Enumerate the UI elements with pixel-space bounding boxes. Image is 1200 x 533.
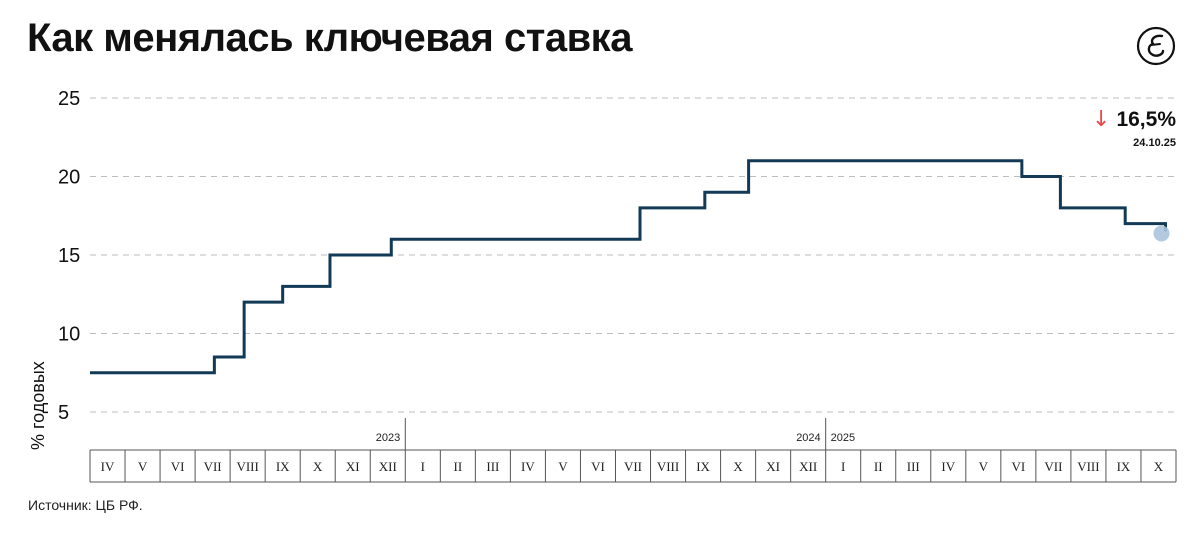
x-tick-label: IX bbox=[276, 459, 290, 474]
year-label: 2023 bbox=[376, 432, 400, 444]
y-axis-label: % годовых bbox=[28, 361, 48, 450]
x-tick-label: X bbox=[313, 459, 323, 474]
grid-lines bbox=[90, 97, 1176, 413]
x-tick-label: V bbox=[558, 459, 568, 474]
x-tick-label: I bbox=[841, 459, 845, 474]
y-tick-label: 20 bbox=[58, 167, 80, 189]
x-tick-label: IV bbox=[101, 459, 115, 474]
x-tick-label: I bbox=[421, 459, 425, 474]
x-tick-label: VI bbox=[1011, 459, 1025, 474]
x-tick-label: X bbox=[1154, 459, 1164, 474]
x-tick-label: VIII bbox=[236, 459, 258, 474]
x-tick-label: XII bbox=[379, 459, 397, 474]
publication-logo-icon bbox=[1136, 26, 1176, 66]
chart-title: Как менялась ключевая ставка bbox=[27, 16, 632, 60]
x-tick-label: II bbox=[874, 459, 883, 474]
down-arrow-icon: ↓ bbox=[1092, 107, 1110, 132]
x-tick-label: VIII bbox=[657, 459, 679, 474]
y-tick-label: 5 bbox=[58, 402, 69, 424]
series-line bbox=[90, 159, 1167, 375]
x-tick-label: VII bbox=[1044, 459, 1062, 474]
last-value-label: 16,5% bbox=[1116, 108, 1176, 131]
x-tick-label: VI bbox=[591, 459, 605, 474]
y-tick-label: 25 bbox=[58, 88, 80, 110]
last-value-date: 24.10.25 bbox=[1133, 137, 1176, 149]
x-tick-label: III bbox=[486, 459, 499, 474]
x-tick-label: II bbox=[454, 459, 463, 474]
x-tick-label: VI bbox=[171, 459, 185, 474]
year-label: 2024 bbox=[796, 432, 820, 444]
source-note: Источник: ЦБ РФ. bbox=[28, 497, 143, 513]
x-axis: IV V VI VII VIII IX X XI XII I II III IV V VI VII VIII IX… bbox=[89, 418, 1177, 483]
x-tick-label: XI bbox=[766, 459, 780, 474]
x-tick-label: XII bbox=[799, 459, 817, 474]
x-tick-label: IV bbox=[521, 459, 535, 474]
x-tick-label: IX bbox=[1117, 459, 1131, 474]
x-tick-label: VII bbox=[624, 459, 642, 474]
x-tick-label: V bbox=[138, 459, 148, 474]
last-value-annotation: ↓ 16,5% 24.10.25 bbox=[1092, 107, 1176, 149]
y-tick-label: 15 bbox=[58, 245, 80, 267]
y-axis-ticks: 5 10 15 20 25 bbox=[58, 88, 80, 424]
x-tick-label: VII bbox=[204, 459, 222, 474]
x-tick-label: V bbox=[979, 459, 989, 474]
series-layer bbox=[90, 159, 1170, 375]
year-label: 2025 bbox=[831, 432, 855, 444]
x-tick-label: X bbox=[733, 459, 743, 474]
x-tick-label: VIII bbox=[1077, 459, 1099, 474]
x-tick-label: IX bbox=[696, 459, 710, 474]
y-tick-label: 10 bbox=[58, 324, 80, 346]
x-tick-label: IV bbox=[941, 459, 955, 474]
x-tick-label: III bbox=[907, 459, 920, 474]
x-tick-label: XI bbox=[346, 459, 360, 474]
last-point-marker bbox=[1153, 225, 1170, 242]
